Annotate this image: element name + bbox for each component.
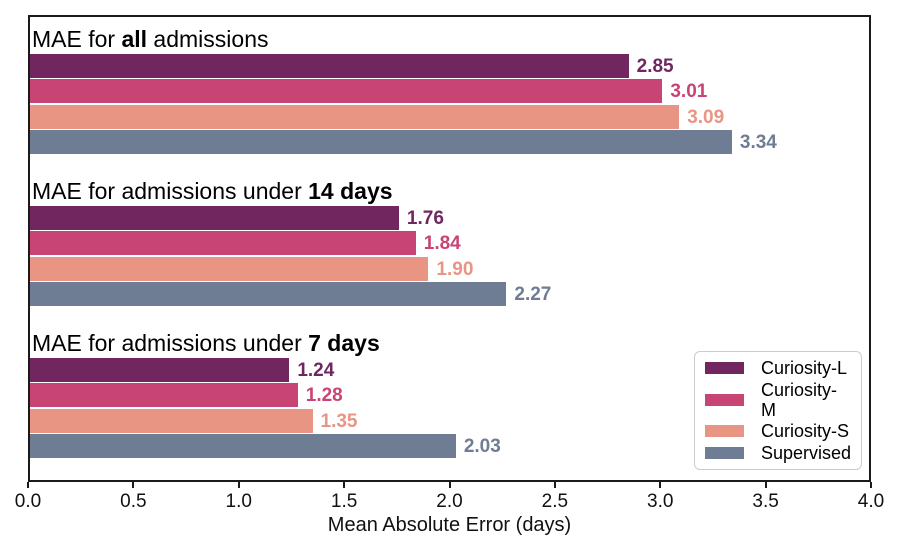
x-tick-label: 3.0 <box>647 491 674 512</box>
legend: Curiosity-L Curiosity-M Curiosity-S Supervi… <box>694 351 862 470</box>
bar-curiosity-s <box>28 408 313 433</box>
x-tick-mark <box>659 482 662 488</box>
legend-swatch <box>705 362 744 375</box>
x-tick-label: 0.5 <box>120 491 147 512</box>
bar-curiosity-l <box>28 358 290 382</box>
legend-label: Curiosity-L <box>761 358 848 379</box>
x-axis-label: Mean Absolute Error (days) <box>327 514 572 536</box>
x-tick-mark <box>870 482 872 488</box>
x-tick-label: 3.5 <box>752 491 779 512</box>
group-title: MAE for all admissions <box>32 26 269 52</box>
x-tick-mark <box>764 482 767 488</box>
bar-value-label: 3.34 <box>739 132 777 154</box>
x-tick-mark <box>237 482 240 488</box>
bar-curiosity-m <box>28 383 298 408</box>
bar-value-label: 1.84 <box>423 233 461 255</box>
bar-curiosity-s <box>28 104 680 129</box>
x-tick-label: 1.5 <box>330 491 358 512</box>
group-title: MAE for admissions under 7 days <box>32 330 380 356</box>
x-tick-label: 1.0 <box>225 491 252 512</box>
bar-supervised <box>28 282 507 307</box>
legend-label: Supervised <box>761 442 852 463</box>
x-tick-label: 4.0 <box>857 491 885 512</box>
bar-value-label: 2.27 <box>514 284 552 306</box>
bar-value-label: 3.01 <box>670 81 708 103</box>
x-tick-label: 2.5 <box>541 491 569 512</box>
legend-row: Supervised <box>705 443 851 463</box>
legend-label: Curiosity-S <box>761 421 850 442</box>
legend-label: Curiosity-M <box>761 379 838 420</box>
x-tick-label: 2.0 <box>436 491 463 512</box>
legend-row: Curiosity-M <box>705 380 851 420</box>
bar-value-label: 1.35 <box>320 410 358 432</box>
bar-curiosity-l <box>28 54 629 78</box>
bar-curiosity-m <box>28 79 663 104</box>
bar-supervised <box>28 434 456 459</box>
bar-value-label: 2.03 <box>463 436 501 458</box>
legend-row: Curiosity-S <box>705 421 851 441</box>
legend-swatch <box>705 393 744 406</box>
legend-swatch <box>705 425 744 438</box>
bar-value-label: 3.09 <box>687 106 725 128</box>
bar-value-label: 1.76 <box>406 208 444 229</box>
plot-area: MAE for all admissions 2.85 3.01 3.09 3.34 MA… <box>28 15 871 482</box>
x-tick-mark <box>343 482 346 488</box>
bar-value-label: 1.90 <box>436 258 474 280</box>
x-tick-mark <box>553 482 556 488</box>
bar-curiosity-m <box>28 231 416 256</box>
bar-value-label: 1.28 <box>305 385 343 407</box>
bar-curiosity-s <box>28 256 429 281</box>
x-tick-label: 0.0 <box>14 491 42 512</box>
x-tick-mark <box>27 482 29 488</box>
bar-value-label: 2.85 <box>636 56 674 77</box>
bar-value-label: 1.24 <box>297 360 335 381</box>
x-tick-mark <box>132 482 135 488</box>
group-title: MAE for admissions under 14 days <box>32 178 393 204</box>
bar-curiosity-l <box>28 206 399 230</box>
x-tick-mark <box>448 482 451 488</box>
x-axis: 0.0 0.5 1.0 1.5 2.0 2.5 3.0 3.5 4.0 <box>15 0 884 552</box>
legend-swatch <box>705 446 744 459</box>
bar-supervised <box>28 130 732 155</box>
legend-row: Curiosity-L <box>705 358 851 378</box>
